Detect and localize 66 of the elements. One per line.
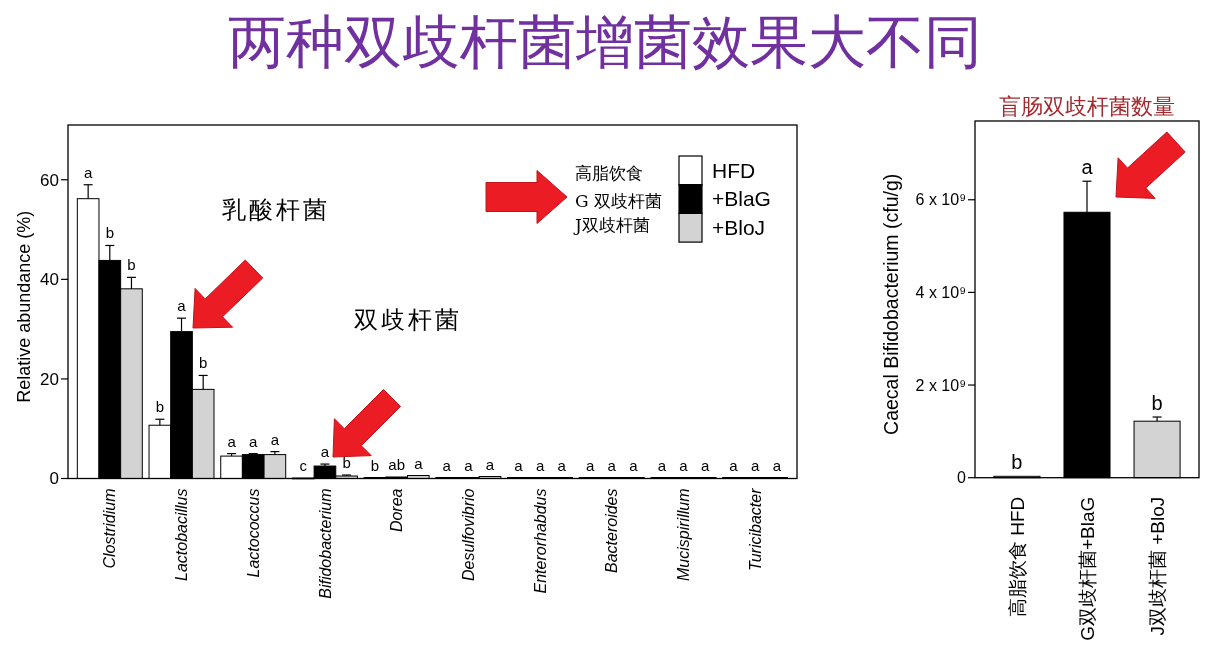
x-tick-label: Bifidobacterium — [316, 488, 334, 599]
x-tick-label: Dorea — [388, 488, 406, 533]
y-axis-title: Caecal Bifidobacterium (cfu/g) — [880, 173, 902, 435]
x-tick-label: Clostridium — [101, 488, 119, 569]
x-tick-label: Bacteroides — [603, 488, 621, 573]
data-label: b — [127, 256, 136, 274]
x-tick-label: Desulfovibrio — [459, 488, 477, 581]
data-label: a — [414, 454, 424, 472]
chart-title: 盲肠双歧杆菌数量 — [999, 94, 1175, 119]
y-tick-label: 20 — [40, 369, 59, 389]
y-tick-label: 0 — [957, 469, 967, 487]
data-label: a — [177, 297, 187, 315]
y-tick-label: 6 x 10⁹ — [915, 191, 966, 209]
data-label: a — [514, 456, 524, 474]
annotation: 乳酸杆菌 — [222, 196, 330, 224]
data-label: b — [342, 454, 351, 472]
y-tick-label: 4 x 10⁹ — [915, 284, 966, 301]
x-tick-label: G双歧杆菌+BlaG — [1076, 496, 1098, 641]
annotation: 高脂饮食 — [575, 163, 643, 183]
data-label: a — [657, 456, 667, 474]
data-label: b — [370, 456, 380, 474]
data-label: a — [607, 456, 617, 474]
y-tick-label: 40 — [40, 270, 59, 290]
x-tick-label: 高脂饮食 HFD — [1006, 496, 1028, 618]
y-axis-title: Relative abundance (%) — [14, 210, 34, 403]
data-label: b — [155, 398, 165, 416]
x-tick-label: Enterorhabdus — [531, 488, 549, 594]
x-tick-label: J双歧杆菌 +BloJ — [1146, 496, 1168, 636]
data-label: a — [249, 432, 259, 450]
chart-title: 两种双歧杆菌增菌效果大不同 — [228, 8, 982, 76]
data-label: a — [557, 456, 567, 474]
y-tick-label: 2 x 10⁹ — [915, 376, 966, 394]
data-label: a — [1081, 156, 1094, 179]
data-label: ab — [388, 456, 405, 474]
y-tick-label: 60 — [40, 170, 59, 190]
data-label: a — [83, 163, 93, 181]
data-label: a — [585, 456, 595, 474]
data-label: a — [442, 456, 452, 474]
annotation: J双歧杆菌 — [573, 215, 650, 235]
data-label: a — [535, 456, 545, 474]
data-label: a — [320, 443, 330, 461]
x-tick-label: Lactobacillus — [173, 488, 191, 581]
y-tick-label: 0 — [49, 469, 59, 489]
data-label: b — [105, 224, 114, 242]
data-label: a — [485, 455, 495, 473]
data-label: a — [772, 456, 782, 474]
annotation: 双歧杆菌 — [354, 306, 462, 334]
data-label: a — [227, 432, 237, 450]
data-label: c — [299, 457, 308, 474]
legend-label: +BlaG — [712, 187, 771, 211]
x-tick-label: Mucispirillum — [675, 488, 693, 581]
x-tick-label: Lactococcus — [244, 488, 262, 578]
legend-label: HFD — [712, 158, 756, 182]
data-label: a — [729, 456, 739, 474]
data-label: a — [679, 456, 689, 474]
data-label: a — [700, 456, 710, 474]
data-label: a — [464, 456, 474, 474]
annotation: G 双歧杆菌 — [575, 191, 662, 211]
data-label: a — [629, 456, 639, 474]
data-label: a — [751, 456, 761, 474]
data-label: b — [1011, 451, 1023, 474]
data-label: a — [270, 430, 280, 448]
data-label: b — [199, 354, 208, 372]
legend-label: +BloJ — [712, 216, 766, 240]
data-label: b — [1151, 392, 1163, 415]
x-tick-label: Turicibacter — [746, 487, 764, 571]
